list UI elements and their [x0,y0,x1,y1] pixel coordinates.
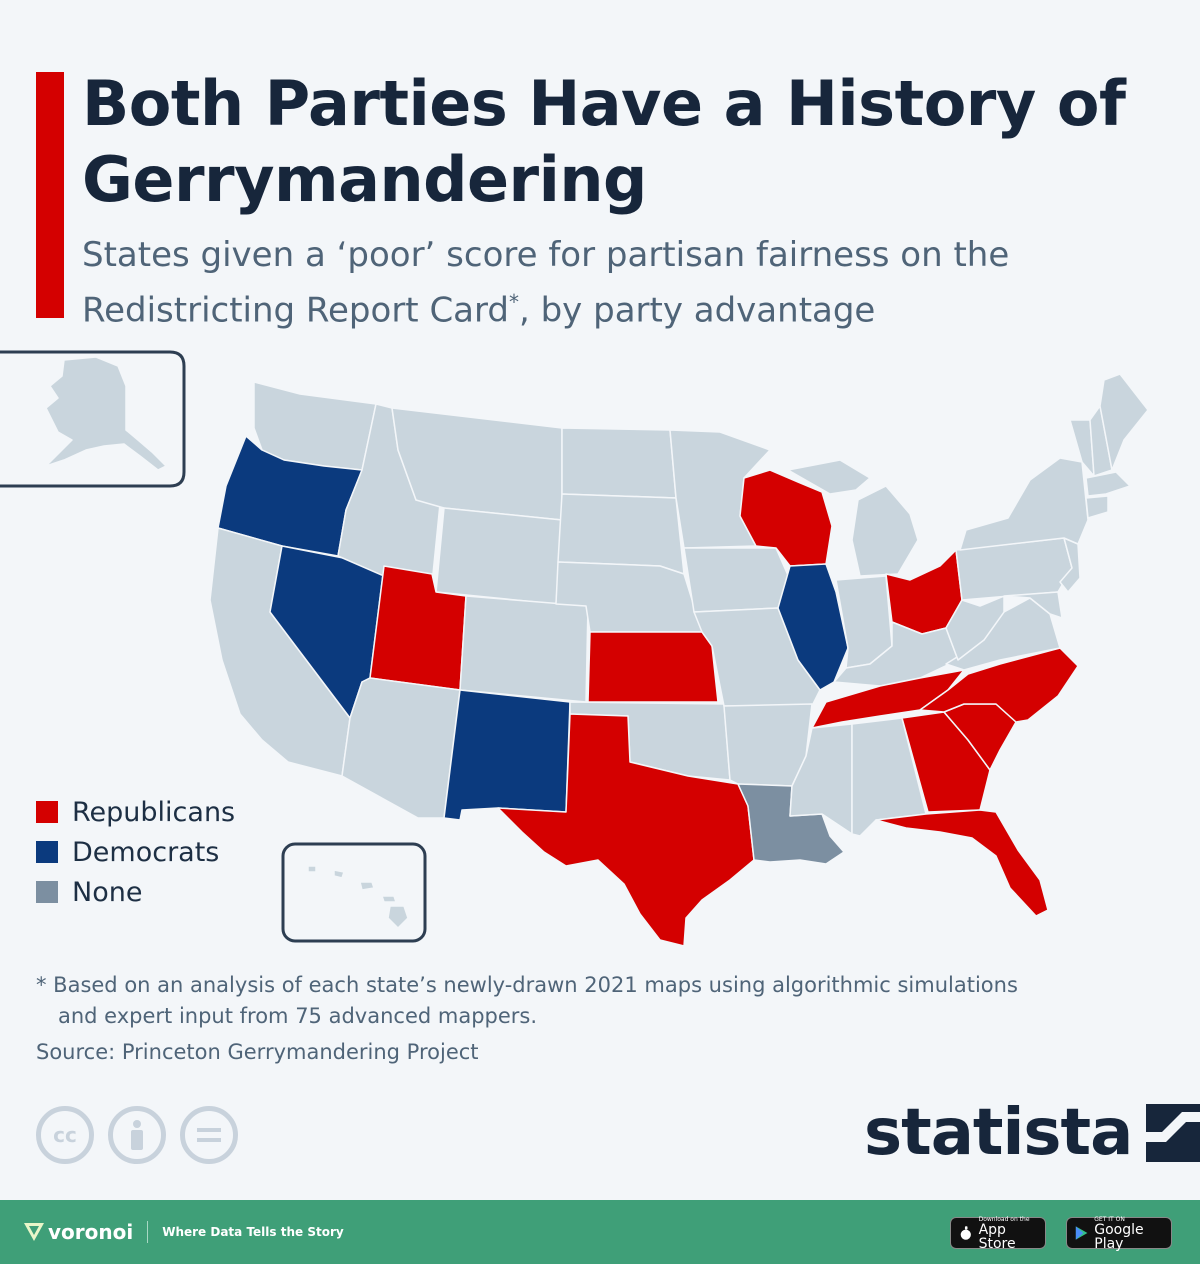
source-note: Source: Princeton Gerrymandering Project [36,1040,479,1064]
state-new-york [959,457,1089,551]
footer-tagline: Where Data Tells the Story [162,1225,344,1239]
subtitle-main: States given a ‘poor’ score for partisan… [82,235,1010,331]
footnote-line-2: and expert input from 75 advanced mapper… [58,1004,538,1028]
footnote-line-1: * Based on an analysis of each state’s n… [36,973,1018,997]
page-subtitle: States given a ‘poor’ score for partisan… [82,232,1172,334]
legend-label-none: None [72,876,143,908]
legend-swatch-none [36,881,58,903]
no-derivatives-icon[interactable] [180,1106,238,1164]
state-connecticut [1085,495,1109,519]
apple-icon [960,1226,971,1240]
state-colorado [459,595,589,703]
state-iowa [683,547,791,613]
state-arizona [341,677,461,819]
app-store-button[interactable]: Download on the App Store [950,1215,1046,1252]
footnote: * Based on an analysis of each state’s n… [36,970,1146,1032]
state-alaska [45,356,167,471]
legend-item-republicans: Republicans [36,792,235,832]
voronoi-logo-icon [24,1223,44,1241]
state-north-dakota [561,427,677,499]
state-massachusetts [1085,471,1131,497]
page-title: Both Parties Have a History of Gerrymand… [82,67,1126,216]
app-store-big-text: App Store [978,1221,1016,1252]
license-icons: cc [36,1106,238,1164]
state-west-virginia [945,595,1005,661]
state-texas [497,713,755,947]
legend-label-republicans: Republicans [72,796,236,828]
state-michigan [787,459,919,577]
app-store-small-text: Download on the [978,1215,1030,1223]
legend-item-none: None [36,872,235,912]
voronoi-wordmark: voronoi [48,1220,134,1244]
state-new-mexico [443,689,571,821]
voronoi-logo[interactable]: voronoi [24,1220,133,1244]
google-play-icon [1075,1226,1088,1240]
state-wyoming [435,507,563,605]
state-north-carolina [919,647,1079,723]
subtitle-footnote-mark: * [508,290,519,314]
state-kansas [587,631,719,703]
title-accent-bar [36,72,64,318]
creative-commons-icon[interactable]: cc [36,1106,94,1164]
google-play-big-text: Google Play [1094,1221,1144,1252]
legend-item-democrats: Democrats [36,832,235,872]
google-play-small-text: GET IT ON [1094,1215,1125,1223]
legend-swatch-republicans [36,801,58,823]
footer-divider [147,1221,149,1243]
alaska-inset-frame [0,350,186,488]
statista-wordmark: statista [864,1096,1133,1170]
state-maryland [1003,591,1063,619]
legend-swatch-democrats [36,841,58,863]
state-maine [1099,373,1149,471]
state-hawaii [307,865,409,929]
state-florida [875,809,1049,917]
us-map [0,350,1149,947]
google-play-button[interactable]: GET IT ON Google Play [1066,1215,1172,1252]
map-legend: Republicans Democrats None [36,792,235,912]
hawaii-inset-frame [281,842,427,943]
legend-label-democrats: Democrats [72,836,220,868]
attribution-icon[interactable] [108,1106,166,1164]
statista-logo-icon [1146,1104,1200,1162]
statista-brand[interactable]: statista [864,1096,1200,1170]
subtitle-end: , by party advantage [518,290,876,331]
